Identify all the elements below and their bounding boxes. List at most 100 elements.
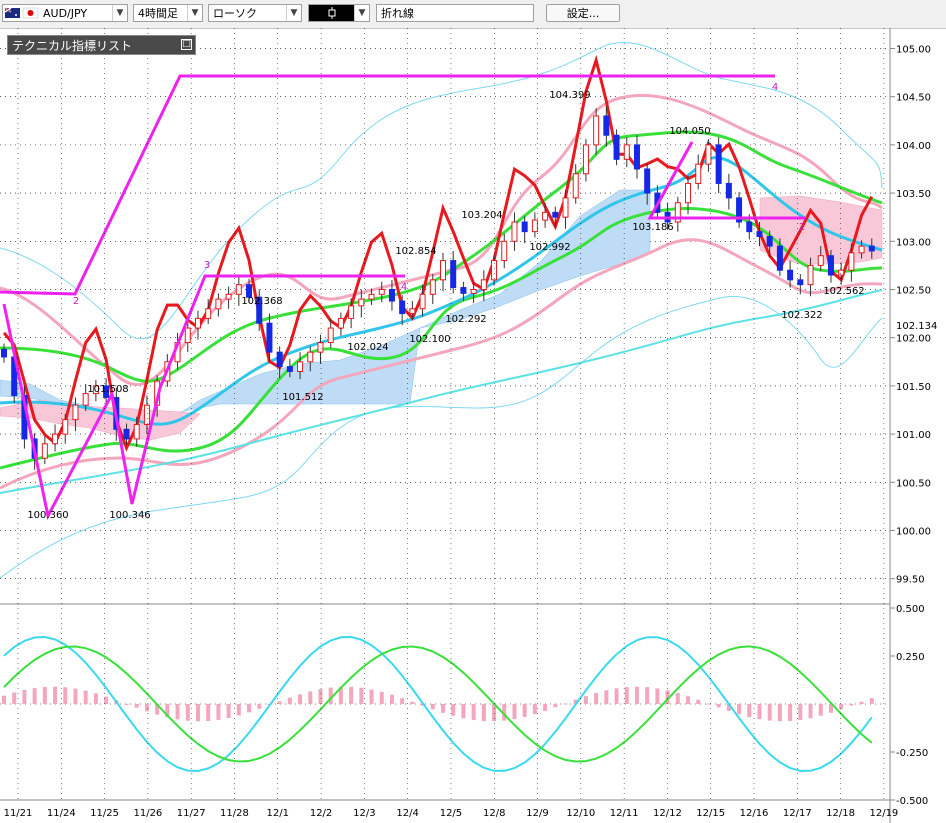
chart-style-select[interactable]: ローソク ▼ [208, 4, 302, 22]
histogram-bar [614, 688, 619, 704]
line-type-select[interactable]: 折れ線 [376, 4, 534, 22]
candle-body [123, 428, 130, 440]
candle [470, 281, 477, 303]
candle-body [644, 168, 651, 194]
candle [409, 301, 416, 320]
candle-type-select[interactable]: ▼ [308, 4, 370, 22]
candle [205, 299, 212, 325]
candle [41, 436, 48, 464]
chevron-down-icon[interactable]: ▼ [187, 5, 202, 21]
candle-body [827, 255, 834, 276]
histogram-bar [389, 694, 394, 704]
chevron-down-icon[interactable]: ▼ [286, 5, 301, 21]
histogram-bar [869, 698, 874, 704]
candle-body [307, 351, 314, 363]
candle-body [82, 393, 89, 406]
histogram-bar [175, 704, 180, 720]
red-signal-line [2, 54, 874, 452]
candle-body [62, 419, 69, 435]
candles [1, 106, 875, 470]
candle-body [429, 279, 436, 295]
candle [276, 346, 283, 379]
chevron-down-icon[interactable]: ▼ [112, 5, 127, 21]
candle [337, 312, 344, 336]
symbol-select[interactable]: AUD/JPY ▼ [2, 4, 128, 22]
date-tick-label: 12/17 [783, 808, 812, 819]
candle-body [52, 433, 59, 445]
price-tick-label: 101.50 [896, 382, 931, 393]
osc-tick-label: -0.500 [896, 796, 928, 807]
candle [531, 212, 538, 238]
candle [552, 206, 559, 227]
histogram-bar [543, 704, 548, 711]
zigzag-line [647, 141, 805, 220]
candle-body [450, 260, 457, 289]
candle-body [256, 296, 263, 324]
candle [827, 249, 834, 283]
oscillator-panel: 0.500 0.250 -0.250 -0.500 [0, 603, 928, 807]
histogram-bar [216, 704, 221, 720]
zigzag-wave-label: 4 [772, 82, 778, 93]
chevron-down-icon[interactable]: ▼ [354, 5, 369, 21]
candle-body [868, 245, 875, 252]
histogram-bar [318, 689, 323, 704]
bb-upper-1 [0, 130, 883, 383]
candle-body [613, 134, 620, 160]
histogram-bar [481, 704, 486, 722]
candle [511, 212, 518, 251]
candle [92, 380, 99, 402]
candle-body [858, 245, 865, 254]
candle [838, 262, 845, 285]
date-tick-label: 12/9 [526, 808, 548, 819]
candle-body [705, 144, 712, 165]
candle-body [776, 245, 783, 271]
candle-body [1, 348, 7, 358]
candle [440, 252, 446, 292]
histogram-bar [410, 701, 415, 704]
ma-long [0, 289, 883, 494]
price-tick-label: 99.50 [896, 575, 925, 586]
minimize-icon[interactable]: □ [181, 39, 192, 50]
histogram-bar [195, 704, 200, 722]
candle-body [72, 404, 79, 421]
histogram-bar [665, 690, 670, 704]
extreme-price-label: 102.024 [347, 342, 388, 353]
zigzag-line [0, 74, 775, 296]
histogram-bar [451, 704, 456, 716]
date-tick-label: 11/26 [133, 808, 162, 819]
candle-body [542, 211, 549, 221]
date-tick-label: 11/25 [90, 808, 119, 819]
candle-body [787, 269, 794, 281]
candle [766, 230, 773, 258]
extreme-price-label: 100.346 [109, 510, 150, 521]
price-grid [0, 48, 890, 580]
histogram-bar [430, 704, 435, 710]
candle-body [205, 308, 212, 319]
settings-button[interactable]: 設定... [546, 4, 620, 22]
timeframe-select[interactable]: 4時間足 ▼ [133, 4, 203, 22]
candle-body [327, 327, 334, 344]
technical-indicator-panel[interactable]: テクニカル指標リスト □ [7, 35, 196, 55]
candle [327, 318, 334, 349]
candle-body [746, 221, 753, 233]
histogram-bar [502, 704, 507, 721]
candle [736, 192, 743, 228]
candle [246, 278, 253, 303]
candle-body [480, 279, 487, 290]
histogram-bar [124, 703, 129, 705]
price-tick-label: 104.00 [896, 141, 931, 152]
candle [603, 106, 610, 147]
histogram-bar [42, 687, 47, 704]
zigzag-wave-label: 4 [401, 282, 407, 293]
histogram-bar [604, 690, 609, 704]
candle [235, 275, 242, 306]
histogram-bar [349, 686, 354, 704]
candle [521, 216, 528, 244]
histogram-bar [583, 696, 588, 704]
zigzag-wave-label: 2 [799, 222, 805, 233]
date-tick-label: 12/16 [740, 808, 769, 819]
candle-body [501, 240, 508, 262]
candle-body [388, 288, 395, 302]
price-tick-label: 103.50 [896, 189, 931, 200]
candle-body [317, 342, 324, 353]
